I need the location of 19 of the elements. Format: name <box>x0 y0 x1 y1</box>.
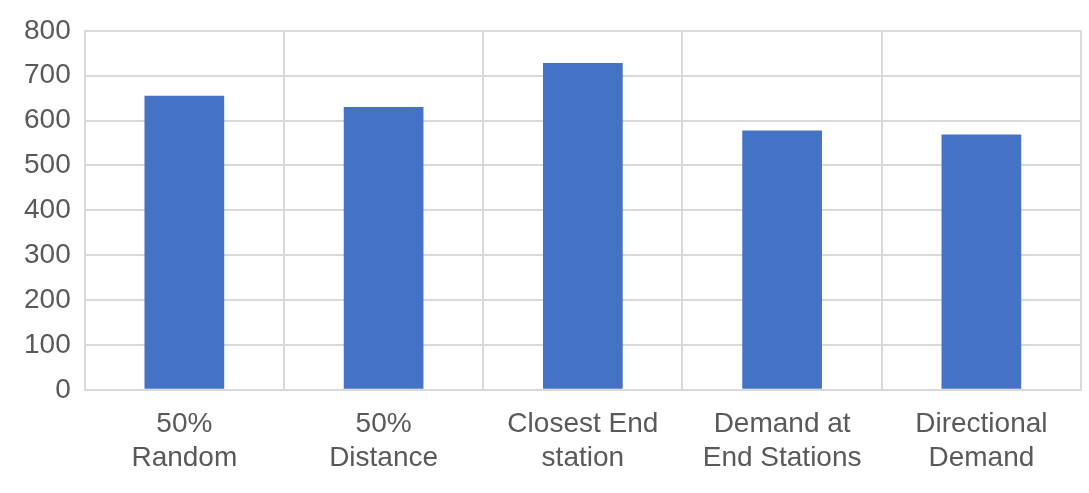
y-tick-label: 500 <box>24 148 71 180</box>
y-tick-label: 700 <box>24 58 71 90</box>
x-tick-label: 50% Distance <box>329 407 439 472</box>
x-tick-label: 50% Random <box>131 407 238 472</box>
bar <box>343 107 424 389</box>
y-tick-label: 300 <box>24 237 71 269</box>
bar <box>941 134 1022 389</box>
y-tick-label: 200 <box>24 282 71 314</box>
x-tick-label: Directional Demand <box>915 407 1048 472</box>
x-tick-label: Closest End station <box>507 407 659 472</box>
x-tick-label: Demand at End Stations <box>702 407 862 472</box>
bar <box>543 63 623 389</box>
y-tick-label: 400 <box>24 193 71 225</box>
bar <box>144 95 225 389</box>
bar <box>742 130 822 389</box>
y-tick-label: 600 <box>24 103 71 135</box>
y-tick-label: 100 <box>24 327 71 359</box>
y-tick-label: 0 <box>55 372 71 404</box>
y-tick-label: 800 <box>24 13 71 45</box>
